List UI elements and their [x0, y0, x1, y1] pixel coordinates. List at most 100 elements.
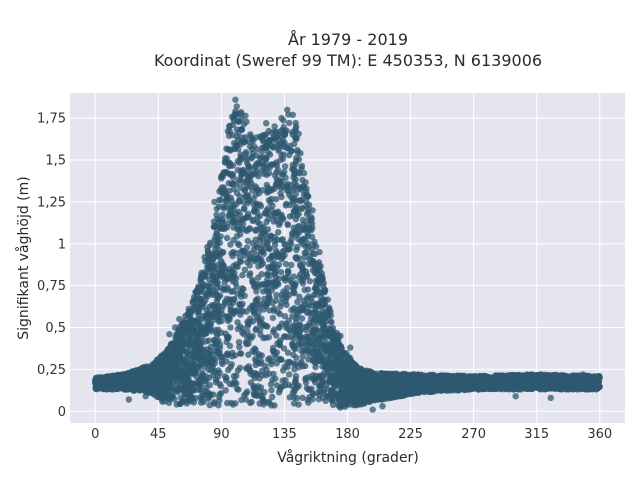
data-point	[238, 110, 245, 117]
data-point	[258, 167, 265, 174]
data-point	[223, 155, 230, 162]
data-point	[303, 326, 310, 334]
data-point	[290, 166, 297, 173]
data-point	[286, 191, 293, 199]
data-point	[283, 324, 290, 332]
data-point	[284, 349, 292, 356]
data-point	[245, 351, 252, 358]
data-point	[235, 145, 242, 153]
data-point	[278, 320, 286, 327]
data-point	[302, 197, 310, 205]
data-point	[244, 237, 251, 245]
data-point	[253, 167, 260, 175]
data-point	[281, 333, 289, 340]
data-point	[211, 367, 218, 375]
data-point	[304, 396, 311, 403]
data-point	[309, 250, 317, 257]
data-point	[286, 371, 293, 378]
data-point	[281, 313, 289, 320]
data-point	[273, 291, 280, 299]
chart-title-line2: Koordinat (Sweref 99 TM): E 450353, N 61…	[154, 51, 542, 70]
data-point	[279, 294, 286, 302]
data-point	[219, 211, 226, 218]
data-point	[289, 340, 296, 347]
data-point	[251, 356, 259, 363]
data-point	[276, 386, 284, 393]
data-point	[252, 226, 259, 234]
data-point	[233, 233, 241, 240]
data-point	[233, 372, 240, 379]
data-point	[286, 239, 294, 246]
data-point	[316, 383, 323, 390]
data-point	[272, 137, 280, 144]
data-point	[237, 350, 245, 357]
chart-title-line1: År 1979 - 2019	[288, 30, 408, 49]
data-point	[227, 241, 234, 248]
data-point	[243, 192, 250, 199]
data-point	[299, 353, 306, 360]
data-point	[280, 275, 288, 282]
data-point	[300, 170, 308, 177]
data-point	[253, 288, 260, 295]
data-point	[252, 326, 259, 334]
data-point	[290, 400, 298, 407]
data-point	[227, 306, 234, 313]
data-point	[320, 279, 327, 287]
data-point	[281, 252, 288, 259]
data-point	[306, 278, 313, 285]
data-point	[249, 348, 256, 355]
data-point	[239, 329, 246, 336]
data-point	[226, 127, 233, 135]
data-point	[329, 401, 337, 408]
data-point	[269, 393, 276, 401]
data-point	[272, 196, 280, 203]
data-point	[284, 246, 292, 253]
data-point	[278, 269, 285, 276]
data-point	[213, 205, 220, 212]
data-point	[216, 380, 223, 387]
data-point	[237, 176, 245, 184]
data-point	[294, 149, 301, 156]
data-point	[174, 385, 181, 392]
data-point	[319, 326, 327, 333]
data-point	[291, 366, 298, 373]
data-point	[236, 258, 244, 266]
data-point	[303, 248, 310, 256]
data-point	[218, 220, 226, 227]
data-point	[241, 266, 249, 273]
data-point	[190, 387, 197, 394]
data-point	[275, 229, 282, 236]
data-point	[213, 229, 220, 236]
data-point	[235, 386, 242, 393]
data-point	[258, 271, 265, 278]
data-point	[213, 211, 220, 219]
data-point	[225, 333, 232, 341]
data-point	[283, 301, 290, 308]
data-point	[236, 300, 243, 308]
data-point	[171, 396, 178, 403]
data-point	[259, 367, 266, 374]
data-point	[312, 325, 320, 332]
data-point	[308, 233, 316, 241]
data-point	[295, 156, 303, 163]
data-point	[278, 356, 285, 363]
data-point	[266, 355, 273, 362]
data-point	[183, 334, 191, 341]
data-point	[273, 162, 281, 169]
data-point	[270, 370, 277, 378]
data-point	[299, 363, 306, 370]
data-point	[280, 288, 287, 295]
data-point	[256, 387, 264, 394]
data-point	[226, 123, 233, 130]
data-point	[257, 202, 265, 210]
data-point	[287, 328, 294, 335]
data-point	[268, 187, 275, 194]
data-point	[288, 261, 295, 269]
data-point	[294, 298, 301, 306]
data-point	[259, 288, 267, 295]
data-point	[252, 162, 259, 169]
data-point	[298, 315, 306, 322]
data-point	[229, 252, 236, 260]
data-point	[218, 310, 226, 318]
